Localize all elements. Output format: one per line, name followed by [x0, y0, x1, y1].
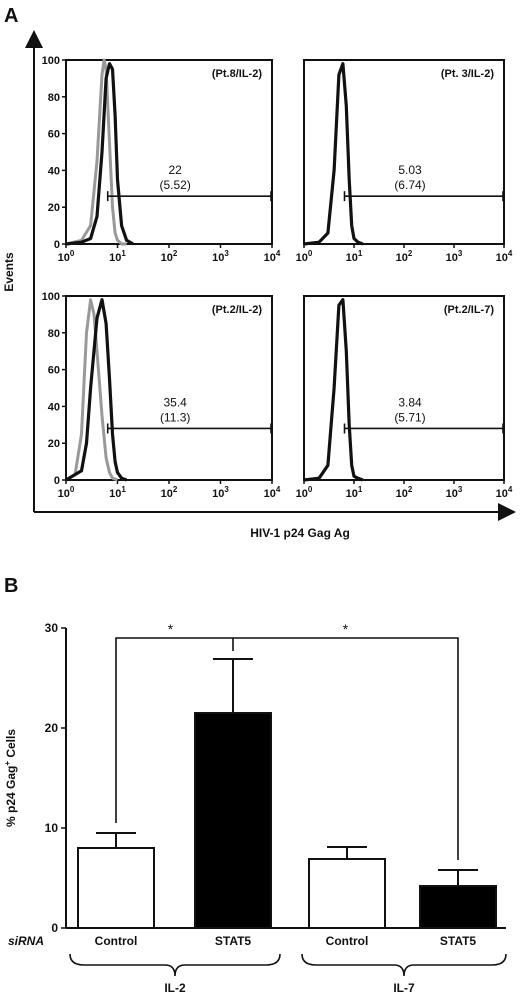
- group-label: IL-2: [164, 981, 186, 995]
- gate-mfi-label: (6.74): [394, 178, 425, 192]
- x-tick-label: 101: [109, 249, 126, 264]
- histogram-series-line: [303, 298, 364, 482]
- histogram-series-line: [65, 62, 134, 246]
- panel-a-y-label: Events: [2, 252, 16, 292]
- histogram-panel-4: 100 101 102 103 104 3.84(5.71) (Pt.2/IL-7): [296, 295, 513, 500]
- x-tick-label: 103: [212, 485, 229, 500]
- panel-a-label: A: [4, 5, 18, 27]
- panel-b-y-label: % p24 Gag+ Cells: [3, 729, 18, 827]
- histogram-series-line: [65, 298, 128, 482]
- y-tick-label: 100: [42, 55, 60, 67]
- x-tick-label: 100: [296, 485, 313, 500]
- gate-percent-label: 35.4: [164, 395, 188, 409]
- x-tick-label: 104: [264, 249, 281, 264]
- histogram-panel-2: 100 101 102 103 104 5.03(6.74) (Pt. 3/IL-2): [296, 59, 513, 264]
- y-tick-label: 60: [48, 365, 60, 377]
- x-tick-label: 104: [496, 249, 513, 264]
- significance-bracket: [115, 637, 234, 823]
- group-label: IL-7: [393, 981, 415, 995]
- x-tick-label: 103: [212, 249, 229, 264]
- panel-a-axes: [25, 30, 516, 521]
- x-tick-label: 102: [396, 485, 413, 500]
- x-tick-label: 103: [446, 485, 463, 500]
- y-tick-label: 0: [54, 239, 60, 251]
- bar-y-tick-label: 10: [45, 821, 59, 835]
- y-tick-label: 80: [48, 92, 60, 104]
- y-tick-label: 20: [48, 438, 60, 450]
- histogram-panel-3: 0 20 40 60 80 100 100 101 102 103 104 35.4(11.3) (Pt…: [42, 291, 281, 500]
- bar-category-label: STAT5: [440, 934, 477, 948]
- panel-title: (Pt. 3/IL-2): [441, 68, 495, 80]
- histogram-panels: 0 20 40 60 80 100 100 101 102 103 104 22(5.52) (Pt.8…: [42, 55, 513, 500]
- y-axis-arrow-icon: [25, 30, 43, 48]
- y-tick-label: 20: [48, 202, 60, 214]
- bar-chart: 0 10 20 30 Control STAT5 Control STAT5 * * IL-2 IL-…: [45, 621, 507, 995]
- x-tick-label: 101: [346, 249, 363, 264]
- x-tick-label: 100: [58, 249, 75, 264]
- panel-title: (Pt.2/IL-2): [212, 304, 262, 316]
- bar-stat5-il-7: [419, 885, 497, 929]
- gate-mfi-label: (5.71): [394, 410, 425, 424]
- histogram-panel-1: 0 20 40 60 80 100 100 101 102 103 104 22(5.52) (Pt.8…: [42, 55, 281, 264]
- panel-b-y-label-sup: +: [3, 761, 12, 766]
- significance-bracket: [233, 637, 459, 860]
- x-tick-label: 104: [496, 485, 513, 500]
- panel-a-x-label: HIV-1 p24 Gag Ag: [250, 526, 350, 540]
- gate-mfi-label: (11.3): [160, 410, 190, 424]
- histogram-series-line: [303, 62, 364, 246]
- bar-y-tick-label: 20: [45, 721, 59, 735]
- bar-control-il-7: [308, 858, 386, 929]
- gate-percent-label: 3.84: [398, 395, 422, 409]
- gate-mfi-label: (5.52): [160, 178, 191, 192]
- panel-b-y-label-tail: Cells: [4, 729, 18, 761]
- y-tick-label: 0: [54, 475, 60, 487]
- bar-category-label: Control: [95, 934, 138, 948]
- x-tick-label: 102: [396, 249, 413, 264]
- x-tick-label: 100: [296, 249, 313, 264]
- x-tick-label: 102: [161, 249, 178, 264]
- panel-title: (Pt.8/IL-2): [212, 68, 262, 80]
- bar-category-label: STAT5: [215, 934, 252, 948]
- y-tick-label: 40: [48, 401, 60, 413]
- x-tick-label: 104: [264, 485, 281, 500]
- group-brace: [301, 953, 507, 977]
- significance-star: *: [168, 621, 174, 637]
- gate-percent-label: 5.03: [398, 163, 422, 177]
- x-tick-label: 103: [446, 249, 463, 264]
- significance-star: *: [343, 621, 349, 637]
- y-tick-label: 100: [42, 291, 60, 303]
- y-tick-label: 40: [48, 165, 60, 177]
- panel-title: (Pt.2/IL-7): [444, 304, 494, 316]
- bar-stat5-il-2: [194, 712, 272, 929]
- y-tick-label: 80: [48, 328, 60, 340]
- x-tick-label: 101: [109, 485, 126, 500]
- bar-y-tick-label: 0: [51, 921, 58, 935]
- x-tick-label: 100: [58, 485, 75, 500]
- panel-b-y-label-main: % p24 Gag: [4, 766, 18, 827]
- histogram-series-line: [65, 58, 127, 246]
- sirna-label: siRNA: [8, 934, 44, 948]
- x-tick-label: 101: [346, 485, 363, 500]
- x-tick-label: 102: [161, 485, 178, 500]
- bar-category-label: Control: [326, 934, 369, 948]
- bar-y-tick-label: 30: [45, 621, 59, 635]
- panel-b-label: B: [4, 575, 18, 597]
- gate-percent-label: 22: [169, 163, 183, 177]
- y-tick-label: 60: [48, 129, 60, 141]
- group-brace: [69, 953, 281, 977]
- bar-control-il-2: [77, 847, 155, 929]
- x-axis-arrow-icon: [498, 503, 516, 521]
